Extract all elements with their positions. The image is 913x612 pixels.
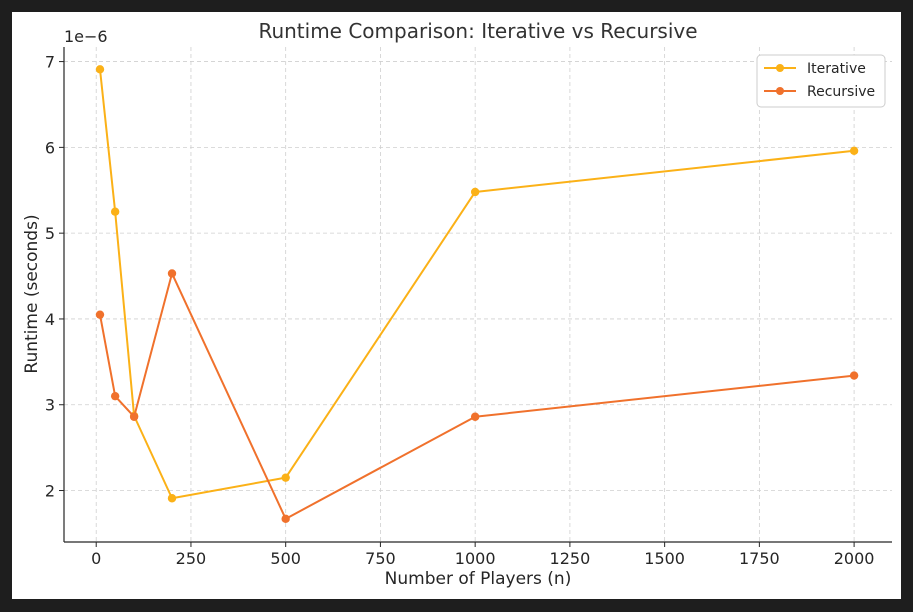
data-point-recursive (167, 269, 177, 278)
data-point-iterative (281, 473, 290, 482)
legend-marker-iterative (776, 64, 784, 72)
series-layer (95, 65, 859, 524)
runtime-line-chart: 0 250 500 750 1000 1250 1500 1750 2000 2 3 4 5 6 7 Run… (22, 19, 892, 589)
x-axis-label: Number of Players (n) (385, 569, 572, 589)
data-point-iterative (110, 207, 120, 216)
x-tick-label: 1500 (644, 549, 685, 568)
x-tick-label: 1000 (455, 549, 496, 568)
y-tick-label: 2 (45, 482, 55, 501)
data-point-recursive (110, 391, 120, 401)
y-tick-label: 4 (45, 310, 55, 329)
data-point-iterative (167, 494, 177, 503)
legend-marker-recursive (776, 87, 784, 95)
x-tick-label: 1250 (550, 549, 591, 568)
x-tick-label: 250 (176, 549, 207, 568)
data-point-recursive (470, 412, 480, 421)
data-point-iterative (849, 146, 859, 156)
legend: Iterative Recursive (756, 54, 886, 108)
y-tick-label: 7 (45, 53, 55, 72)
data-point-iterative (470, 187, 480, 197)
chart-title: Runtime Comparison: Iterative vs Recursi… (258, 19, 697, 43)
data-point-recursive (95, 310, 105, 319)
data-point-recursive (849, 371, 859, 380)
x-tick-label: 500 (270, 549, 301, 568)
x-tick-label: 0 (91, 549, 101, 568)
y-tick-label: 3 (45, 396, 55, 415)
y-axis-label: Runtime (seconds) (22, 214, 42, 373)
axes-layer: 0 250 500 750 1000 1250 1500 1750 2000 2 3 4 5 6 7 (45, 47, 892, 568)
legend-label-iterative: Iterative (807, 61, 866, 77)
y-tick-label: 5 (45, 224, 55, 243)
y-offset-label: 1e−6 (64, 27, 108, 46)
grid-layer (64, 47, 892, 542)
x-tick-label: 750 (365, 549, 396, 568)
plot-background (64, 47, 892, 542)
x-tick-label: 1750 (739, 549, 780, 568)
chart-frame: 0 250 500 750 1000 1250 1500 1750 2000 2 3 4 5 6 7 Run… (12, 12, 901, 599)
x-tick-label: 2000 (834, 549, 875, 568)
y-tick-label: 6 (45, 138, 55, 157)
data-point-iterative (95, 65, 105, 74)
data-point-recursive (281, 514, 290, 524)
data-point-recursive (129, 412, 139, 421)
legend-label-recursive: Recursive (807, 84, 875, 100)
